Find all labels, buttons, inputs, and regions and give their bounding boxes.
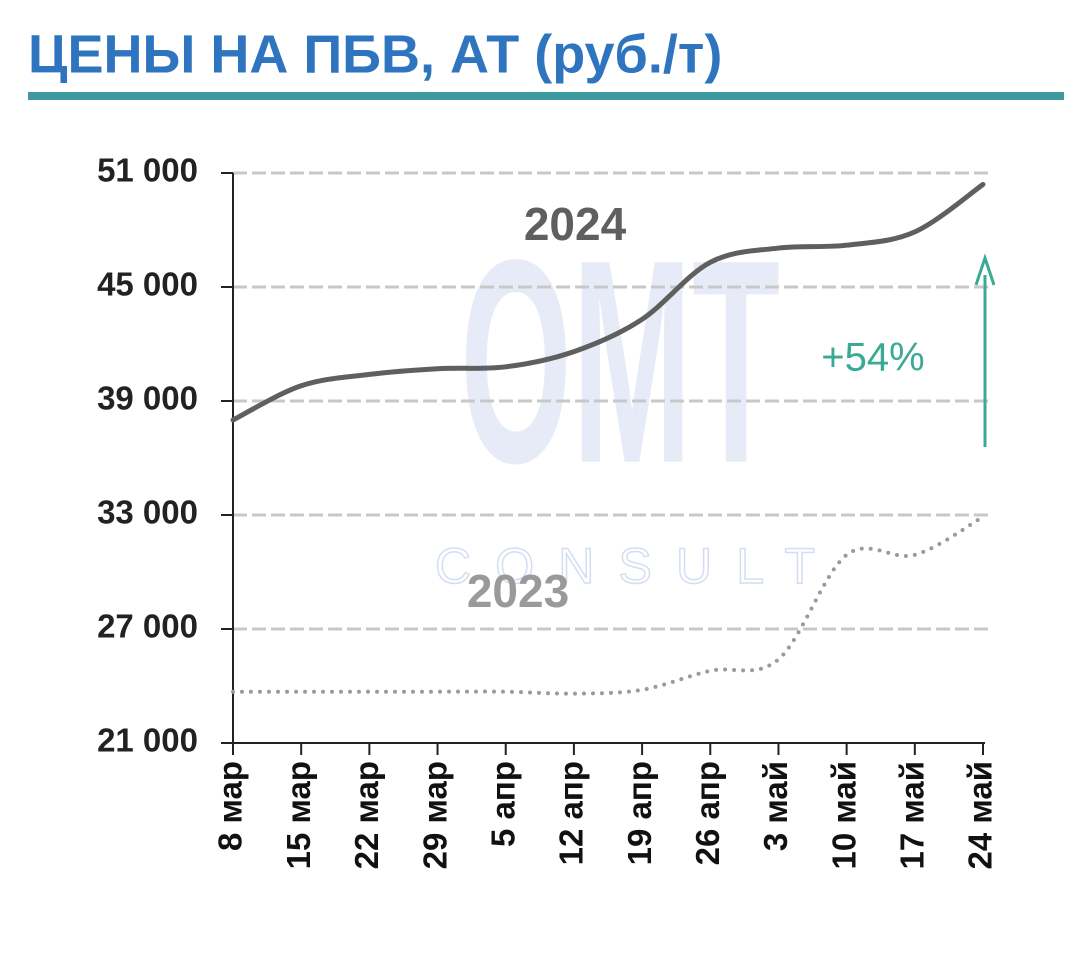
series-line: [230, 181, 986, 423]
series-line: [231, 514, 985, 696]
x-tick-label: 26 апр: [689, 761, 726, 865]
y-tick-label: 33 000: [97, 494, 198, 531]
series-label: 2024: [524, 198, 627, 250]
chart-title: ЦЕНЫ НА ПБВ, АТ (руб./т): [28, 24, 722, 84]
y-tick-label: 45 000: [97, 266, 198, 303]
series-label: 2023: [467, 565, 569, 617]
annotation: +54%: [821, 336, 924, 380]
x-tick-label: 8 мар: [212, 761, 249, 851]
x-tick-label: 17 май: [894, 761, 931, 870]
title-rule: [28, 92, 1064, 100]
y-tick-label: 27 000: [97, 608, 198, 645]
x-tick-label: 10 май: [825, 761, 862, 870]
x-tick-label: 15 мар: [280, 761, 317, 869]
x-tick-label: 5 апр: [484, 761, 521, 847]
y-tick-label: 39 000: [97, 380, 198, 417]
x-tick-label: 22 мар: [348, 761, 385, 869]
y-tick-label: 21 000: [97, 722, 198, 759]
y-tick-label: 51 000: [97, 152, 198, 189]
x-tick-label: 29 мар: [416, 761, 453, 869]
x-tick-label: 12 апр: [553, 761, 590, 865]
annotation-arrowhead: [974, 253, 996, 286]
x-tick-label: 24 май: [962, 761, 999, 870]
watermark: CONSULT: [435, 538, 815, 594]
x-tick-label: 19 апр: [621, 761, 658, 865]
x-tick-label: 3 май: [757, 761, 794, 851]
